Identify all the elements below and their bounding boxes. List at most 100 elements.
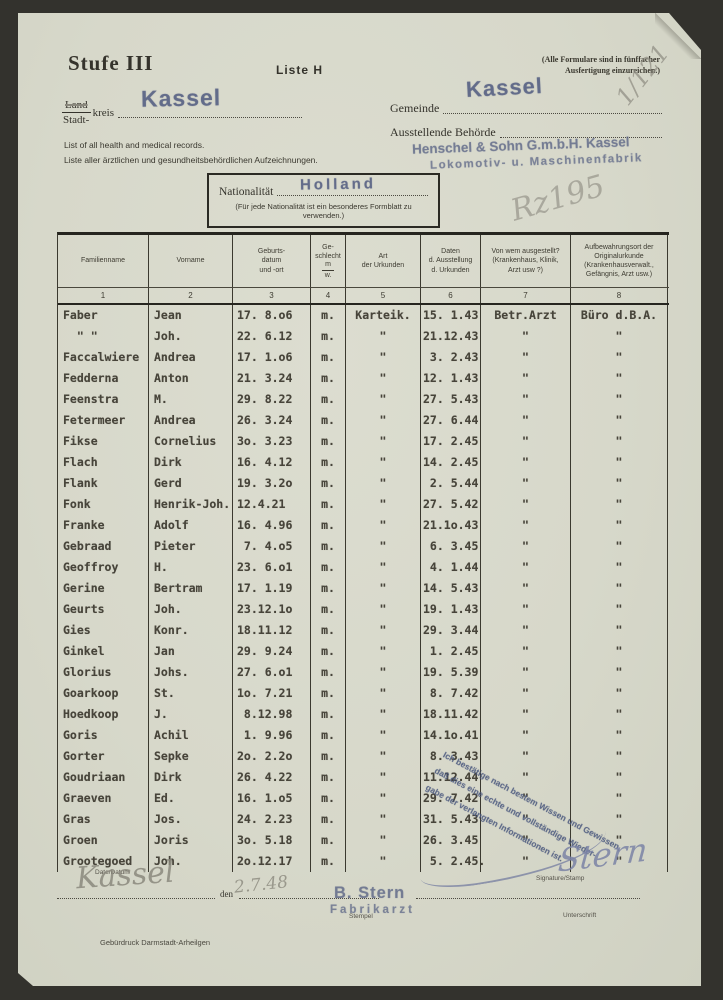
table-cell: m.: [311, 389, 346, 410]
table-cell: ": [571, 515, 668, 536]
table-cell: m.: [311, 662, 346, 683]
table-cell: ": [571, 851, 668, 872]
table-cell: Glorius: [58, 662, 149, 683]
form-copies-note-line1: (Alle Formulare sind in fünffacher: [541, 55, 660, 64]
table-cell: 23.12.1o: [233, 599, 311, 620]
table-cell: 17. 2.45: [421, 431, 481, 452]
table-cell: ": [571, 473, 668, 494]
table-cell: 14. 2.45: [421, 452, 481, 473]
table-cell: 17. 8.o6: [233, 305, 311, 326]
gemeinde-kassel-stamp: Kassel: [465, 73, 544, 102]
table-cell: 18.11.42: [421, 704, 481, 725]
table-cell: 2o.12.17: [233, 851, 311, 872]
table-cell: ": [571, 809, 668, 830]
behoerde-dotted-line: [499, 125, 662, 138]
table-cell: m.: [311, 620, 346, 641]
table-cell: ": [571, 662, 668, 683]
table-cell: 27. 6.o1: [233, 662, 311, 683]
table-cell: Jos.: [149, 809, 233, 830]
table-cell: ": [571, 578, 668, 599]
table-cell: m.: [311, 431, 346, 452]
column-header: Familienname: [58, 235, 149, 287]
column-number: 7: [481, 288, 571, 303]
table-cell: m.: [311, 641, 346, 662]
table-cell: Achil: [149, 725, 233, 746]
table-cell: m.: [311, 515, 346, 536]
table-cell: 26. 3.24: [233, 410, 311, 431]
table-cell: Goris: [58, 725, 149, 746]
table-cell: m.: [311, 473, 346, 494]
table-cell: ": [346, 368, 421, 389]
column-header-label: Vorname: [176, 257, 205, 265]
table-cell: Pieter: [149, 536, 233, 557]
table-cell: ": [346, 641, 421, 662]
table-row: Goudriaan Dirk 26. 4.22 m. " 11.12.44 " ": [58, 767, 669, 788]
column-header-label: Ge- schlecht: [315, 243, 341, 260]
table-cell: ": [481, 599, 571, 620]
table-cell: 14.1o.41: [421, 725, 481, 746]
table-cell: Joh.: [149, 851, 233, 872]
land-label-struck: Land: [62, 99, 91, 113]
table-body: Faber Jean 17. 8.o6 m. Karteik. 15. 1.43 Betr.…: [58, 305, 669, 872]
table-cell: 1. 9.96: [233, 725, 311, 746]
table-cell: m.: [311, 368, 346, 389]
table-cell: ": [481, 641, 571, 662]
table-cell: ": [346, 473, 421, 494]
table-cell: Joh.: [149, 599, 233, 620]
table-cell: ": [346, 431, 421, 452]
table-row: Goarkoop St. 1o. 7.21 m. " 8. 7.42 " ": [58, 683, 669, 704]
table-cell: ": [571, 557, 668, 578]
table-row: Goris Achil 1. 9.96 m. " 14.1o.41 " ": [58, 725, 669, 746]
table-cell: ": [571, 431, 668, 452]
table-cell: ": [481, 473, 571, 494]
column-header-label: Art der Urkunden: [361, 252, 405, 269]
den-label: den: [220, 889, 233, 899]
table-cell: 14. 5.43: [421, 578, 481, 599]
table-cell: Hoedkoop: [58, 704, 149, 725]
table-cell: 26. 4.22: [233, 767, 311, 788]
table-cell: Gerd: [149, 473, 233, 494]
table-cell: ": [571, 683, 668, 704]
table-cell: 19. 3.2o: [233, 473, 311, 494]
column-header: Aufbewahrungsort der Originalurkunde (Kr…: [571, 235, 668, 287]
table-row: Glorius Johs. 27. 6.o1 m. " 19. 5.39 " ": [58, 662, 669, 683]
certification-stamp: Ich bestätige nach bestem Wissen und Gew…: [424, 746, 649, 864]
records-table: Familienname Vorname Geburts- datum und -o…: [57, 232, 669, 872]
table-cell: ": [346, 557, 421, 578]
table-cell: Henrik-Joh.: [149, 494, 233, 515]
table-cell: ": [346, 389, 421, 410]
table-cell: Fikse: [58, 431, 149, 452]
column-header-label: Aufbewahrungsort der Originalurkunde (Kr…: [584, 243, 654, 279]
table-cell: m.: [311, 599, 346, 620]
column-header: Von wem ausgestellt? (Krankenhaus, Klini…: [481, 235, 571, 287]
table-cell: ": [346, 347, 421, 368]
table-cell: m.: [311, 683, 346, 704]
table-cell: Jan: [149, 641, 233, 662]
table-cell: ": [481, 494, 571, 515]
table-cell: ": [571, 746, 668, 767]
table-cell: m.: [311, 326, 346, 347]
column-number: 4: [311, 288, 346, 303]
gemeinde-label: Gemeinde: [390, 101, 440, 115]
table-cell: ": [481, 557, 571, 578]
table-cell: 2o. 2.2o: [233, 746, 311, 767]
table-cell: Geurts: [58, 599, 149, 620]
table-cell: ": [346, 725, 421, 746]
table-row: Faccalwiere Andrea 17. 1.o6 m. " 3. 2.43 " ": [58, 347, 669, 368]
table-cell: 8. 7.42: [421, 683, 481, 704]
table-row: Geurts Joh. 23.12.1o m. " 19. 1.43 " ": [58, 599, 669, 620]
table-cell: ": [346, 452, 421, 473]
table-row: Graeven Ed. 16. 1.o5 m. " 29. 7.42 " ": [58, 788, 669, 809]
table-cell: 17. 1.o6: [233, 347, 311, 368]
table-cell: St.: [149, 683, 233, 704]
table-cell: m.: [311, 557, 346, 578]
table-cell: ": [346, 515, 421, 536]
table-row: Geoffroy H. 23. 6.o1 m. " 4. 1.44 " ": [58, 557, 669, 578]
table-cell: ": [346, 788, 421, 809]
table-row: Fonk Henrik-Joh. 12.4.21 m. " 27. 5.42 " ": [58, 494, 669, 515]
table-cell: Anton: [149, 368, 233, 389]
table-cell: Ginkel: [58, 641, 149, 662]
table-cell: Faccalwiere: [58, 347, 149, 368]
table-cell: 15. 1.43: [421, 305, 481, 326]
